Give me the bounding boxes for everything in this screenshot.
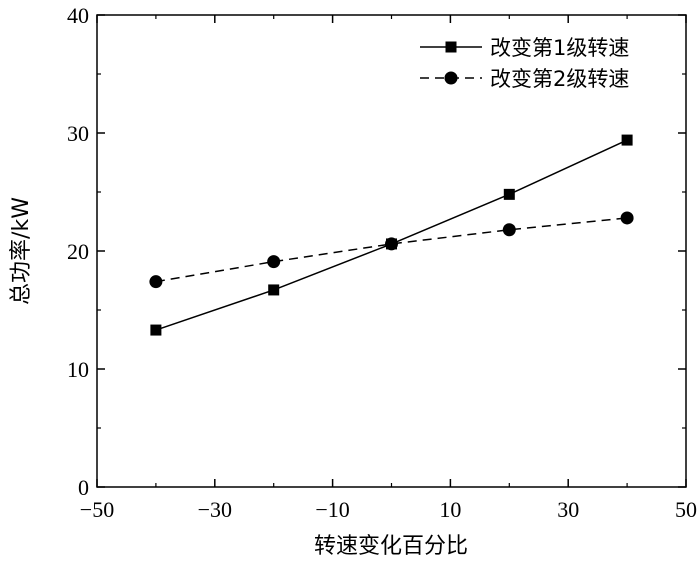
y-axis-label: 总功率/kW (9, 197, 34, 305)
series-layer (149, 134, 634, 336)
y-tick-label: 40 (67, 3, 89, 28)
axis-tick-labels: −50 −30 −10 10 30 50 0 10 20 30 40 (67, 3, 697, 522)
y-tick-label: 30 (67, 121, 89, 146)
series-2-point (267, 255, 281, 269)
legend-label: 改变第1级转速 (490, 36, 629, 60)
legend-marker (445, 41, 457, 53)
series-1-point (621, 134, 633, 146)
series-1 (150, 134, 633, 336)
legend-item-2: 改变第2级转速 (420, 67, 629, 91)
x-tick-label: 30 (557, 497, 579, 522)
y-tick-label: 20 (67, 239, 89, 264)
x-tick-label: −30 (198, 497, 232, 522)
series-1-point (150, 324, 162, 336)
series-2-point (149, 275, 163, 289)
axis-ticks (96, 14, 687, 488)
x-tick-label: −50 (80, 497, 114, 522)
y-tick-label: 10 (67, 357, 89, 382)
legend-item-1: 改变第1级转速 (420, 36, 629, 60)
series-2-line (155, 217, 628, 283)
series-1-point (268, 284, 280, 296)
x-tick-label: −10 (315, 497, 349, 522)
series-2-point (502, 223, 516, 237)
x-tick-label: 10 (439, 497, 461, 522)
series-1-point (503, 188, 515, 200)
y-tick-label: 0 (78, 475, 89, 500)
x-tick-label: 50 (675, 497, 697, 522)
series-2-point (620, 211, 634, 225)
legend-label: 改变第2级转速 (490, 67, 629, 91)
series-1-line (155, 139, 628, 331)
legend-marker (444, 71, 458, 85)
series-2 (149, 211, 634, 289)
x-axis-label: 转速变化百分比 (314, 534, 468, 559)
series-2-point (385, 237, 398, 251)
